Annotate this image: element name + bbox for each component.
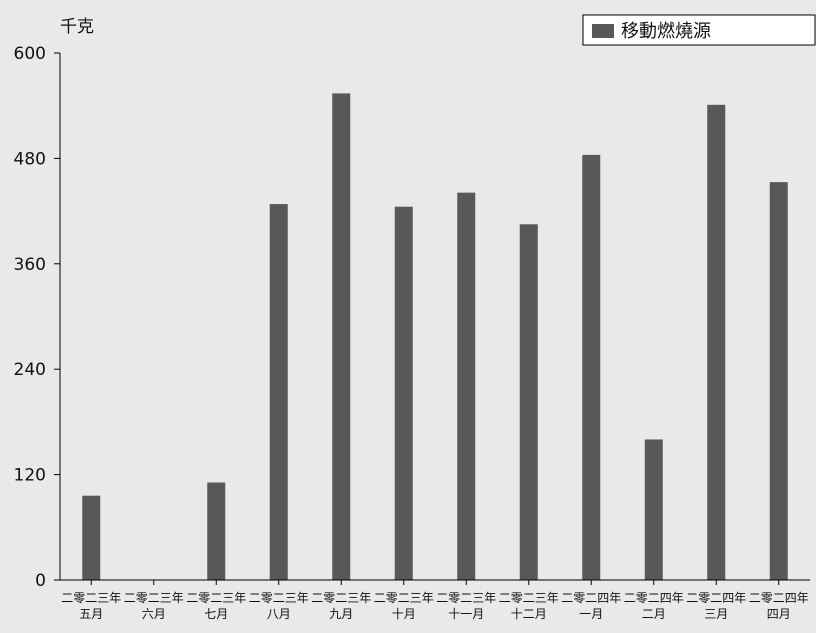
bar — [82, 495, 101, 580]
x-tick-label: 二零二三年十二月 — [499, 591, 559, 621]
bar — [207, 482, 226, 580]
x-tick-label: 二零二三年六月 — [124, 591, 184, 621]
y-tick-label: 0 — [35, 571, 46, 591]
bar — [582, 154, 601, 581]
y-tick-label: 240 — [14, 360, 46, 380]
y-axis-label: 千克 — [60, 17, 94, 37]
bar — [457, 192, 476, 580]
bar — [644, 439, 663, 580]
y-tick-label: 360 — [14, 255, 46, 275]
x-tick-label: 二零二三年十一月 — [436, 591, 496, 621]
bar — [519, 224, 538, 580]
legend-label: 移動燃燒源 — [621, 21, 711, 42]
y-tick-label: 480 — [14, 149, 46, 169]
bar — [269, 204, 288, 580]
bar — [332, 93, 351, 581]
x-axis: 二零二三年五月二零二三年六月二零二三年七月二零二三年八月二零二三年九月二零二三年… — [60, 579, 810, 621]
x-tick-label: 二零二四年一月 — [561, 591, 621, 621]
x-tick-label: 二零二四年四月 — [749, 591, 809, 621]
y-tick-label: 120 — [14, 466, 46, 486]
legend-box — [582, 14, 816, 46]
x-tick-label: 二零二三年十月 — [374, 591, 434, 621]
x-tick-label: 二零二三年八月 — [249, 591, 309, 621]
y-axis: 0 120 240 360 480 600 — [14, 44, 61, 591]
y-tick-label: 600 — [14, 44, 46, 64]
bars-group — [82, 93, 788, 581]
legend: 移動燃燒源 — [582, 14, 816, 46]
bar — [707, 104, 726, 581]
x-tick-label: 二零二四年三月 — [686, 591, 746, 621]
bar — [769, 182, 788, 581]
x-tick-label: 二零二三年七月 — [186, 591, 246, 621]
x-tick-label: 二零二三年五月 — [61, 591, 121, 621]
x-tick-label: 二零二四年二月 — [624, 591, 684, 621]
bar — [394, 206, 413, 581]
x-tick-label: 二零二三年九月 — [311, 591, 371, 621]
legend-swatch — [592, 24, 614, 38]
